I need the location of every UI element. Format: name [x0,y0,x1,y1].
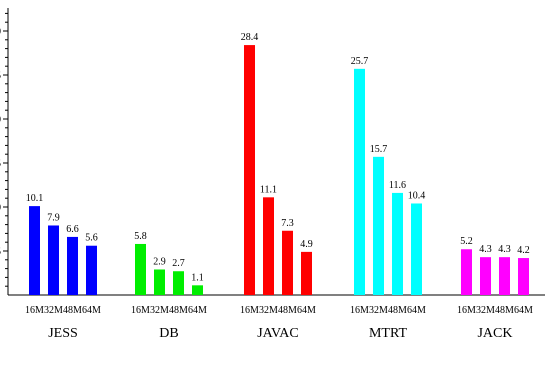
value-label-mtrt-32m: 15.7 [370,144,388,155]
value-label-jess-32m: 7.9 [47,212,60,223]
group-label-javac: JAVAC [257,326,299,341]
value-label-jack-48m: 4.3 [498,244,511,255]
size-label-javac-48m: 48M [278,305,297,316]
size-label-jess-48m: 48M [63,305,82,316]
size-label-jack-48m: 48M [495,305,514,316]
bar-jess-32m [48,225,59,295]
bars [29,45,529,295]
bar-mtrt-32m [373,156,384,295]
size-label-jack-32m: 32M [476,305,495,316]
y-tick-label: 25 [0,71,1,82]
axes [7,8,545,296]
size-label-db-32m: 32M [150,305,169,316]
bar-javac-16m [244,45,255,295]
y-tick-label: 10 [0,203,1,214]
bar-db-64m [192,285,203,295]
group-label-jess: JESS [48,326,78,341]
group-labels: JESS DB JAVAC MTRT JACK [48,326,512,341]
bar-db-16m [135,243,146,295]
bar-jack-16m [461,249,472,295]
size-label-db-16m: 16M [131,305,150,316]
size-label-db-64m: 64M [188,305,207,316]
size-label-javac-64m: 64M [297,305,316,316]
size-label-jess-32m: 32M [44,305,63,316]
value-label-javac-64m: 4.9 [300,239,313,250]
value-label-jess-16m: 10.1 [26,193,44,204]
value-label-jess-48m: 6.6 [66,224,79,235]
y-tick-label: 30 [0,27,1,38]
value-labels: 10.17.9 6.6 5.6 5.8 2.9 2.7 1.1 28.4 11.1 7.3 4.9 2… [26,32,530,283]
value-label-javac-16m: 28.4 [241,32,259,43]
bar-db-48m [173,271,184,295]
y-tick-label: 20 [0,115,1,126]
bar-jess-48m [67,236,78,295]
value-label-jack-16m: 5.2 [460,236,473,247]
bar-jack-32m [480,257,491,295]
size-label-jack-16m: 16M [457,305,476,316]
group-label-jack: JACK [477,326,512,341]
bar-jess-16m [29,206,40,295]
bar-javac-48m [282,230,293,295]
size-label-jack-64m: 64M [514,305,533,316]
value-label-db-16m: 5.8 [134,231,147,242]
size-label-javac-32m: 32M [259,305,278,316]
group-label-db: DB [159,326,178,341]
bar-jack-48m [499,257,510,295]
value-label-mtrt-64m: 10.4 [408,190,426,201]
bar-javac-32m [263,197,274,295]
group-label-mtrt: MTRT [369,326,407,341]
bar-mtrt-64m [411,203,422,295]
bar-jess-64m [86,245,97,295]
value-label-mtrt-48m: 11.6 [389,180,406,191]
value-label-jack-32m: 4.3 [479,244,492,255]
value-label-jess-64m: 5.6 [85,233,98,244]
value-label-db-64m: 1.1 [191,272,204,283]
value-label-db-48m: 2.7 [172,258,185,269]
size-label-mtrt-16m: 16M [350,305,369,316]
value-label-db-32m: 2.9 [153,256,166,267]
y-ticks: 5 10 15 20 25 30 [0,12,8,287]
y-tick-label: 5 [0,247,1,258]
bar-mtrt-16m [354,68,365,295]
value-label-javac-48m: 7.3 [281,218,294,229]
size-label-mtrt-48m: 48M [388,305,407,316]
size-labels: 16M 32M 48M 64M 16M 32M 48M 64M 16M 32M 48M 64M 16M 3… [25,305,533,316]
value-label-mtrt-16m: 25.7 [351,56,369,67]
bar-mtrt-48m [392,192,403,295]
y-tick-label: 15 [0,159,1,170]
value-label-jack-64m: 4.2 [517,245,530,256]
size-label-mtrt-32m: 32M [369,305,388,316]
size-label-mtrt-64m: 64M [407,305,426,316]
size-label-db-48m: 48M [169,305,188,316]
bar-db-32m [154,269,165,295]
size-label-jess-16m: 16M [25,305,44,316]
size-label-javac-16m: 16M [240,305,259,316]
bar-jack-64m [518,258,529,295]
size-label-jess-64m: 64M [82,305,101,316]
value-label-javac-32m: 11.1 [260,184,277,195]
bar-javac-64m [301,251,312,295]
